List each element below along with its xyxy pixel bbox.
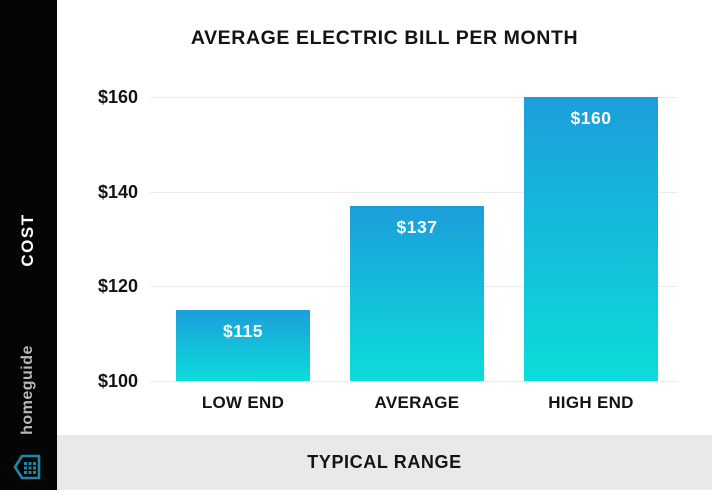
gridline-100-baseline (150, 381, 678, 382)
x-axis-label-average: AVERAGE (374, 393, 460, 412)
homeguide-house-icon (12, 451, 44, 488)
y-axis-tick-160: $160 (97, 87, 138, 107)
y-axis-tick-140: $140 (97, 182, 138, 202)
bar-low-end: $115 (176, 310, 310, 381)
gridline-140 (150, 192, 678, 193)
bar-average: $137 (350, 206, 484, 381)
x-axis-label-high-end: HIGH END (548, 393, 634, 412)
typical-range-band: TYPICAL RANGE (57, 435, 712, 490)
cost-sidebar: COST homeguide (0, 0, 57, 490)
y-axis-tick-100: $100 (97, 371, 138, 391)
bar-value-label-average: $137 (396, 217, 438, 237)
bar-high-end: $160 (524, 97, 658, 381)
y-axis-tick-120: $120 (97, 276, 138, 296)
typical-range-label: TYPICAL RANGE (307, 452, 462, 472)
chart-area: AVERAGE ELECTRIC BILL PER MONTH $160 $14… (57, 0, 712, 435)
homeguide-brand-label: homeguide (19, 345, 36, 435)
bar-value-label-low-end: $115 (223, 321, 263, 341)
gridline-160 (150, 97, 678, 98)
x-axis-label-low-end: LOW END (201, 393, 285, 412)
cost-vertical-label: COST (18, 213, 37, 267)
bar-value-label-high-end: $160 (570, 108, 612, 128)
chart-title: AVERAGE ELECTRIC BILL PER MONTH (190, 27, 579, 49)
